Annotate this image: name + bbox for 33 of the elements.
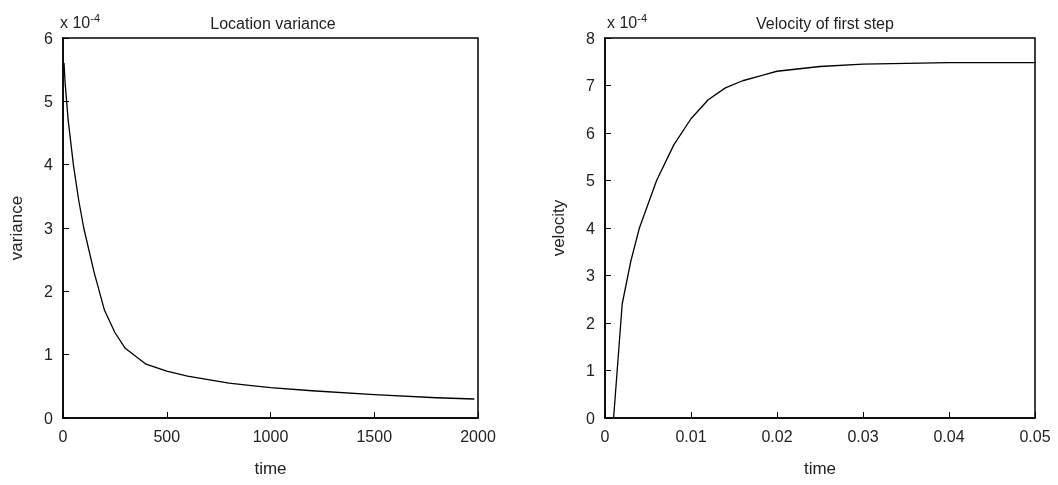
y-tick-label: 4 [44, 156, 54, 174]
chart-title: Location variance [210, 14, 336, 32]
x-axis-title: time [803, 459, 837, 478]
y-tick-label: 6 [586, 124, 596, 142]
x-tick-label: 2000 [460, 427, 496, 445]
x-tick-label: 0.03 [847, 427, 879, 445]
x-tick-label: 0.05 [1019, 427, 1051, 445]
y-tick-label: 7 [586, 77, 596, 94]
y-tick-label: 2 [44, 282, 54, 300]
y-axis-title: variance [7, 195, 26, 261]
y-tick-label: 2 [586, 314, 596, 332]
y-tick-label: 3 [44, 219, 54, 237]
x-tick-label: 0 [58, 427, 68, 445]
y-tick-label: 3 [586, 267, 596, 284]
y-tick-label: 8 [586, 29, 596, 47]
x-tick-label: 1000 [252, 427, 289, 445]
x-tick-label: 500 [153, 427, 181, 445]
y-axis-title: velocity [549, 199, 568, 257]
x-tick-label: 0.04 [933, 427, 965, 445]
chart-title: Velocity of first step [756, 14, 895, 32]
x-tick-label: 0.02 [761, 427, 793, 445]
y-tick-label: 4 [586, 219, 596, 237]
y-tick-label: 0 [44, 409, 54, 427]
y-tick-label: 1 [44, 346, 54, 364]
y-tick-label: 1 [586, 362, 596, 379]
x-tick-label: 1500 [356, 427, 393, 445]
y-tick-label: 5 [44, 92, 54, 110]
x-axis-title: time [254, 459, 287, 478]
y-tick-label: 0 [586, 409, 596, 427]
x-tick-label: 0 [600, 427, 610, 445]
x-tick-label: 0.01 [675, 427, 707, 445]
y-tick-label: 6 [44, 29, 54, 47]
y-tick-label: 5 [586, 172, 596, 189]
